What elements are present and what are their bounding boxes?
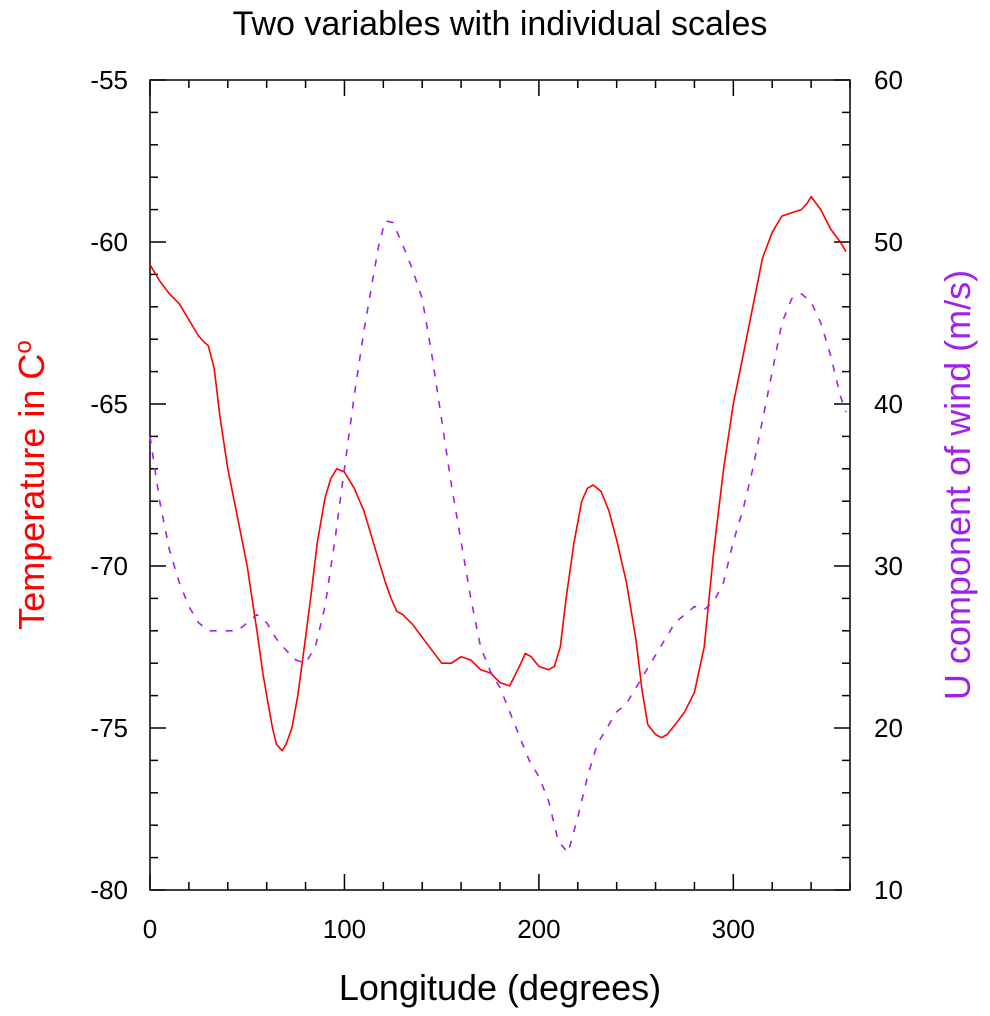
plot-frame (149, 79, 851, 891)
left-y-axis-title-superscript: o (10, 340, 37, 353)
left-y-tick-label: -65 (90, 389, 128, 419)
x-tick-label: 200 (517, 914, 560, 944)
x-axis-title: Longitude (degrees) (339, 967, 661, 1008)
left-y-axis-title: Temperature in Co (10, 340, 52, 629)
right-y-tick-label: 60 (874, 65, 903, 95)
plot-area (149, 79, 851, 891)
right-y-axis-ticks: 10 20 30 40 50 60 (834, 65, 903, 905)
left-y-tick-label: -80 (90, 875, 128, 905)
left-y-tick-label: -75 (90, 713, 128, 743)
left-y-tick-label: -60 (90, 227, 128, 257)
right-y-tick-label: 10 (874, 875, 903, 905)
series-layer (149, 195, 847, 854)
right-y-tick-label: 30 (874, 551, 903, 581)
x-tick-label: 100 (323, 914, 366, 944)
right-y-tick-label: 40 (874, 389, 903, 419)
left-y-axis-title-text: Temperature in C (11, 354, 52, 630)
x-tick-label: 300 (712, 914, 755, 944)
wind-series-line (149, 220, 847, 854)
chart-title: Two variables with individual scales (233, 5, 768, 43)
x-axis-ticks: 0 100 200 300 (143, 80, 851, 944)
left-y-tick-label: -55 (90, 65, 128, 95)
right-y-tick-label: 20 (874, 713, 903, 743)
temperature-series-line (149, 195, 847, 752)
right-y-axis-title: U component of wind (m/s) (937, 270, 978, 700)
x-tick-label: 0 (143, 914, 157, 944)
left-y-axis-ticks: -80 -75 -70 -65 -60 -55 (90, 65, 166, 905)
right-y-tick-label: 50 (874, 227, 903, 257)
left-y-tick-label: -70 (90, 551, 128, 581)
